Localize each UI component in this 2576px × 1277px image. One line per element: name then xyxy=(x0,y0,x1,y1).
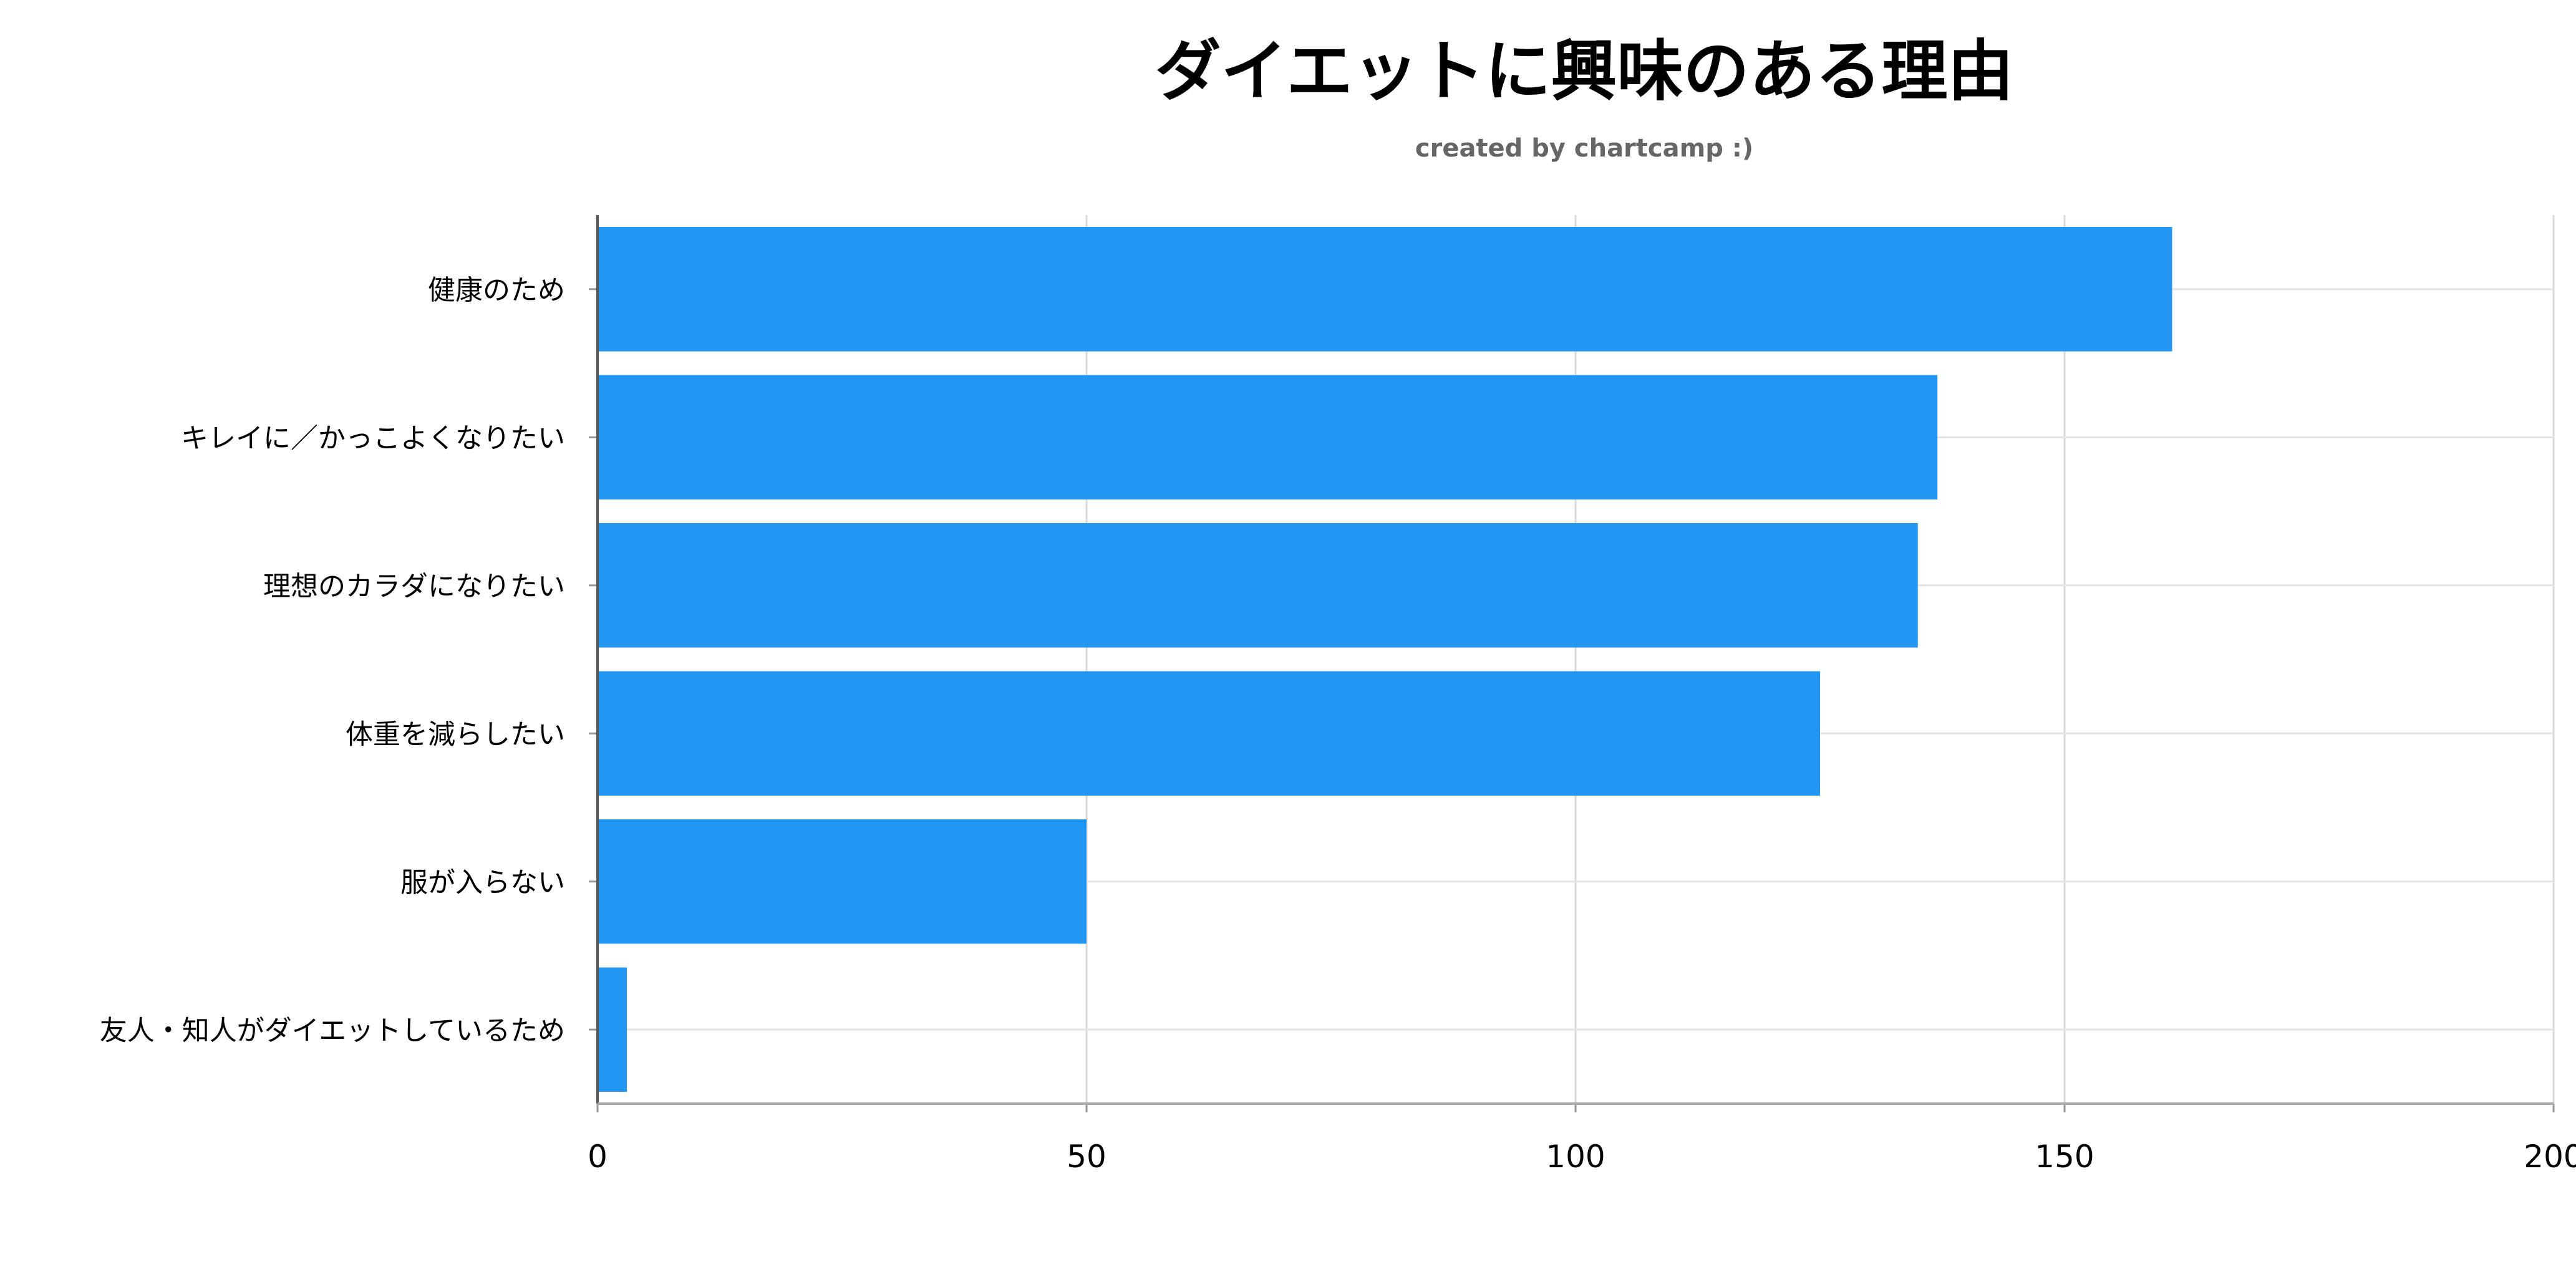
category-label: 理想のカラダになりたい xyxy=(263,571,565,602)
bar xyxy=(598,671,1820,796)
category-label: キレイに／かっこよくなりたい xyxy=(181,422,565,454)
x-tick-labels: 0 50 100 150 200 xyxy=(588,1139,2576,1175)
category-label: 健康のため xyxy=(428,274,565,306)
bar xyxy=(598,523,1918,648)
chart-title: ダイエットに興味のある理由 xyxy=(1155,33,2014,110)
x-tick-label: 150 xyxy=(2035,1139,2094,1175)
category-label: 服が入らない xyxy=(400,867,565,899)
category-label: 友人・知人がダイエットしているため xyxy=(100,1014,565,1046)
chart-subtitle: created by chartcamp :) xyxy=(1415,134,1754,163)
bar xyxy=(598,967,627,1092)
x-tick-label: 100 xyxy=(1546,1139,1605,1175)
bar xyxy=(598,227,2172,352)
x-tick-label: 50 xyxy=(1067,1139,1106,1175)
bar xyxy=(598,819,1087,944)
category-label: 体重を減らしたい xyxy=(346,718,565,750)
x-tick-label: 0 xyxy=(588,1139,608,1175)
vertical-gridlines xyxy=(596,215,2555,1112)
category-labels: 健康のためキレイに／かっこよくなりたい理想のカラダになりたい体重を減らしたい服が… xyxy=(100,274,565,1047)
x-tick-label: 200 xyxy=(2524,1139,2576,1175)
bar xyxy=(598,375,1938,499)
bars xyxy=(598,227,2172,1092)
